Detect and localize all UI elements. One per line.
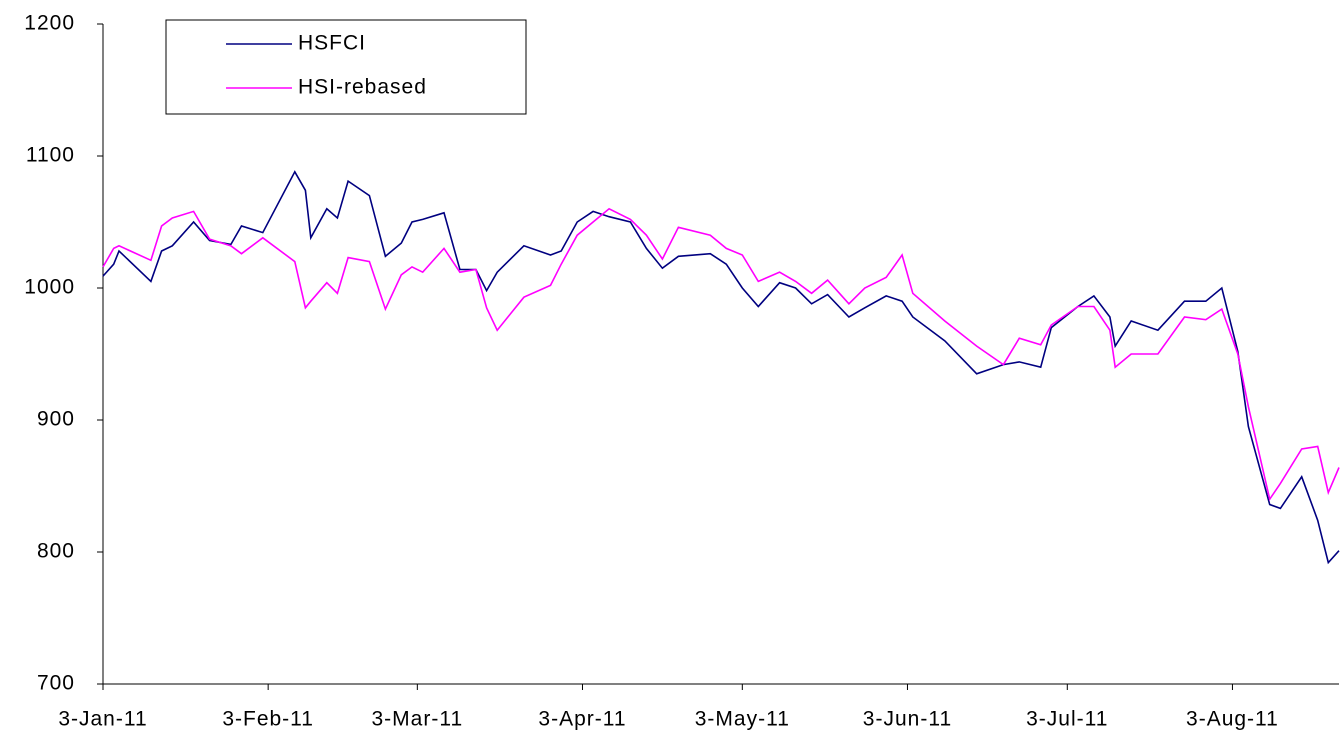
x-tick-label: 3-Apr-11 <box>538 708 626 731</box>
x-tick-label: 3-May-11 <box>695 708 790 731</box>
x-tick-label: 3-Aug-11 <box>1186 708 1279 731</box>
y-tick-label: 800 <box>37 540 75 563</box>
y-tick-label: 700 <box>37 672 75 695</box>
x-tick-label: 3-Mar-11 <box>372 708 464 731</box>
x-tick-label: 3-Jan-11 <box>58 708 147 731</box>
series-line <box>102 207 1340 502</box>
legend-label: HSI-rebased <box>298 76 427 99</box>
y-tick-label: 1000 <box>24 276 75 299</box>
y-tick-label: 1100 <box>26 144 75 167</box>
legend-box <box>165 19 527 115</box>
x-tick-label: 3-Jun-11 <box>863 708 952 731</box>
y-tick-label: 900 <box>37 408 75 431</box>
x-tick-label: 3-Feb-11 <box>222 708 314 731</box>
x-tick-label: 3-Jul-11 <box>1026 708 1108 731</box>
series-line <box>102 170 1340 565</box>
y-tick-label: 1200 <box>24 12 75 35</box>
legend-label: HSFCI <box>298 32 366 55</box>
